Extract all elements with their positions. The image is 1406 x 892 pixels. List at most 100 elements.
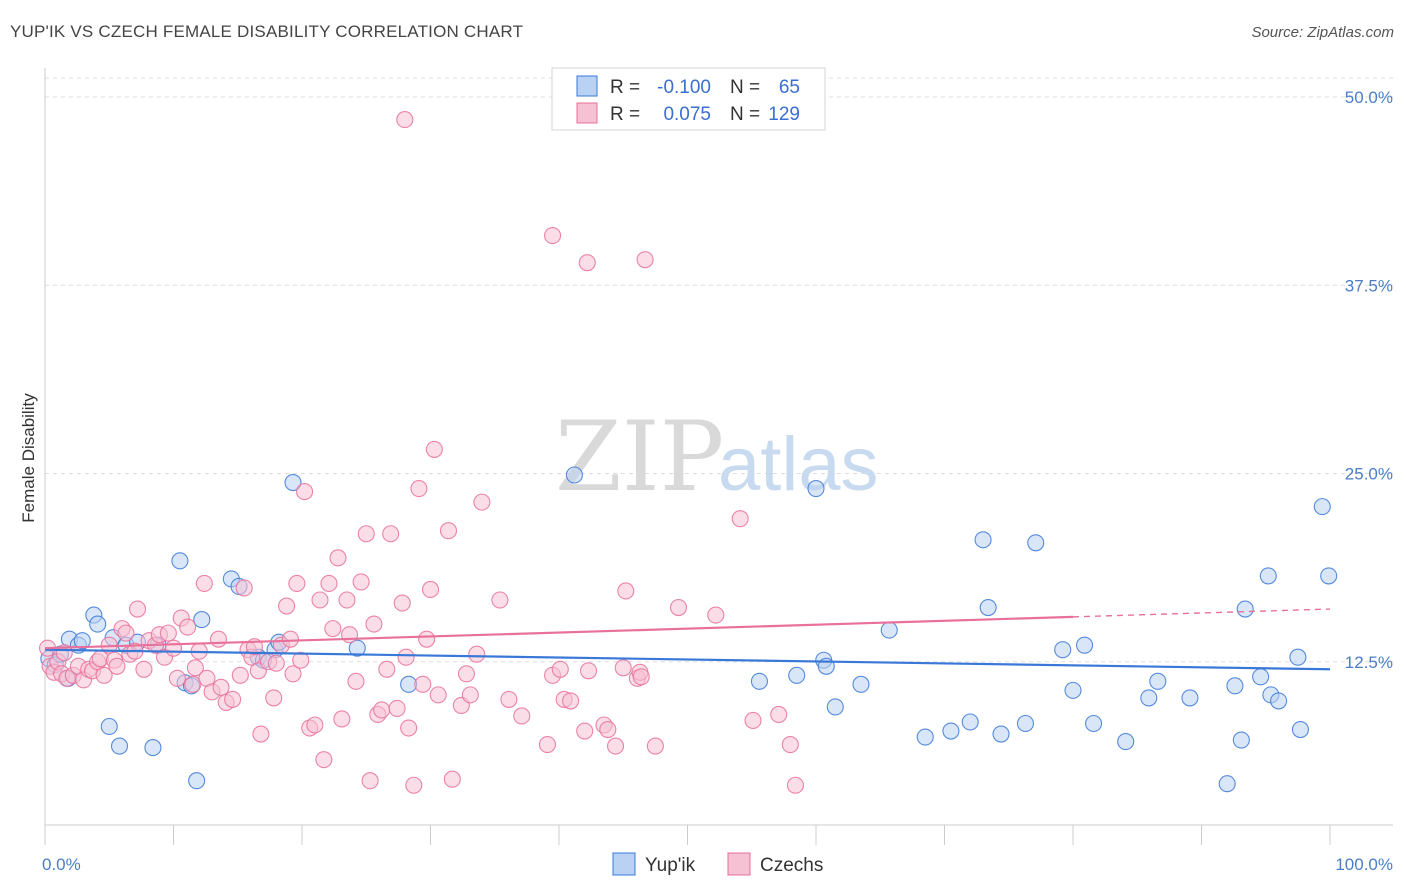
bottom-legend: Yup'ik Czechs bbox=[612, 852, 823, 876]
point-yupik-47 bbox=[1054, 641, 1072, 659]
point-yupik-31 bbox=[750, 672, 769, 690]
point-yupik-64 bbox=[1291, 720, 1309, 739]
point-czechs-106 bbox=[580, 662, 598, 680]
point-czechs-116 bbox=[669, 598, 688, 617]
bottom-legend-label-czechs: Czechs bbox=[760, 855, 823, 876]
point-yupik-9 bbox=[100, 717, 118, 736]
point-yupik-14 bbox=[144, 739, 162, 757]
y-tick-label-1: 25.0% bbox=[1345, 465, 1393, 484]
point-czechs-100 bbox=[538, 736, 556, 754]
point-czechs-96 bbox=[473, 493, 491, 511]
point-czechs-51 bbox=[265, 689, 283, 707]
trend-line-czechs bbox=[44, 615, 1074, 650]
point-yupik-55 bbox=[1218, 775, 1236, 793]
legend-r-label-czechs: R = bbox=[610, 104, 640, 125]
point-yupik-42 bbox=[974, 531, 992, 549]
point-yupik-63 bbox=[1289, 648, 1307, 666]
point-czechs-109 bbox=[606, 737, 625, 755]
point-czechs-54 bbox=[278, 597, 296, 615]
point-yupik-40 bbox=[942, 722, 960, 740]
point-czechs-114 bbox=[632, 668, 650, 686]
grid-lines bbox=[45, 77, 1393, 663]
point-yupik-33 bbox=[807, 480, 825, 498]
point-yupik-65 bbox=[1313, 498, 1331, 516]
point-czechs-84 bbox=[410, 480, 428, 498]
point-czechs-77 bbox=[378, 660, 396, 678]
point-czechs-64 bbox=[320, 574, 338, 592]
source-label: Source: ZipAtlas.com bbox=[1251, 24, 1394, 41]
point-czechs-57 bbox=[288, 574, 306, 592]
point-czechs-61 bbox=[306, 716, 324, 734]
chart-title: YUP'IK VS CZECH FEMALE DISABILITY CORREL… bbox=[10, 22, 524, 41]
point-yupik-54 bbox=[1181, 689, 1199, 707]
point-czechs-71 bbox=[352, 573, 370, 591]
legend-n-label-czechs: N = bbox=[730, 104, 760, 125]
point-yupik-37 bbox=[852, 675, 870, 693]
point-yupik-60 bbox=[1259, 567, 1277, 585]
point-czechs-78 bbox=[382, 525, 400, 543]
point-czechs-104 bbox=[562, 692, 580, 710]
axes bbox=[44, 68, 1393, 845]
watermark-atlas: atlas bbox=[718, 422, 879, 507]
x-tick-label-min: 0.0% bbox=[42, 855, 81, 874]
point-czechs-36 bbox=[195, 574, 213, 592]
point-czechs-86 bbox=[418, 630, 436, 648]
point-czechs-17 bbox=[108, 657, 126, 675]
point-czechs-124 bbox=[544, 227, 562, 245]
point-yupik-52 bbox=[1140, 689, 1158, 707]
watermark-zip: ZIP bbox=[555, 401, 724, 513]
point-czechs-123 bbox=[396, 111, 414, 129]
point-czechs-111 bbox=[617, 582, 635, 600]
point-czechs-85 bbox=[414, 675, 432, 693]
point-yupik-66 bbox=[1320, 567, 1338, 585]
y-tick-label-0: 12.5% bbox=[1345, 653, 1393, 672]
point-czechs-87 bbox=[421, 580, 440, 599]
legend-r-value-yupik: -0.100 bbox=[657, 77, 711, 98]
point-czechs-99 bbox=[513, 707, 531, 725]
point-czechs-43 bbox=[231, 666, 249, 684]
point-czechs-105 bbox=[576, 722, 594, 740]
bottom-legend-swatch-czechs bbox=[727, 852, 751, 876]
point-yupik-56 bbox=[1226, 677, 1244, 695]
point-yupik-36 bbox=[826, 698, 844, 716]
y-tick-labels: 12.5% 25.0% 37.5% 50.0% bbox=[1345, 88, 1393, 672]
point-czechs-125 bbox=[578, 254, 596, 272]
point-yupik-49 bbox=[1076, 636, 1094, 654]
point-czechs-22 bbox=[128, 600, 147, 618]
point-yupik-62 bbox=[1270, 692, 1288, 710]
legend-r-label-yupik: R = bbox=[610, 77, 640, 98]
point-czechs-32 bbox=[179, 618, 197, 636]
point-czechs-89 bbox=[429, 686, 447, 704]
point-czechs-19 bbox=[117, 624, 135, 642]
point-yupik-50 bbox=[1085, 714, 1103, 733]
point-yupik-48 bbox=[1064, 681, 1082, 699]
point-yupik-45 bbox=[1016, 714, 1035, 733]
point-czechs-70 bbox=[347, 672, 365, 690]
point-czechs-72 bbox=[357, 525, 375, 543]
y-tick-label-2: 37.5% bbox=[1345, 276, 1393, 295]
top-legend: R = -0.100 N = 65 R = 0.075 N = 129 bbox=[551, 67, 826, 131]
legend-n-value-yupik: 65 bbox=[779, 77, 800, 98]
point-czechs-58 bbox=[292, 651, 310, 669]
point-czechs-110 bbox=[614, 659, 632, 677]
legend-n-value-czechs: 129 bbox=[768, 104, 800, 125]
point-yupik-44 bbox=[992, 725, 1010, 743]
point-yupik-27 bbox=[284, 473, 302, 492]
trend-line-czechs-extension bbox=[1072, 608, 1331, 618]
point-yupik-30 bbox=[565, 466, 583, 484]
point-czechs-65 bbox=[324, 620, 342, 638]
legend-swatch-yupik bbox=[576, 75, 598, 97]
point-czechs-55 bbox=[281, 630, 299, 648]
point-czechs-83 bbox=[405, 776, 423, 794]
legend-swatch-czechs bbox=[576, 102, 598, 124]
point-czechs-121 bbox=[781, 736, 799, 754]
point-czechs-34 bbox=[186, 659, 204, 677]
point-czechs-91 bbox=[443, 770, 461, 788]
point-czechs-42 bbox=[224, 690, 242, 708]
point-czechs-56 bbox=[284, 665, 302, 683]
point-czechs-97 bbox=[491, 591, 509, 609]
point-czechs-82 bbox=[400, 719, 418, 737]
point-czechs-44 bbox=[235, 579, 253, 597]
point-czechs-81 bbox=[397, 648, 415, 666]
point-czechs-68 bbox=[338, 591, 356, 609]
